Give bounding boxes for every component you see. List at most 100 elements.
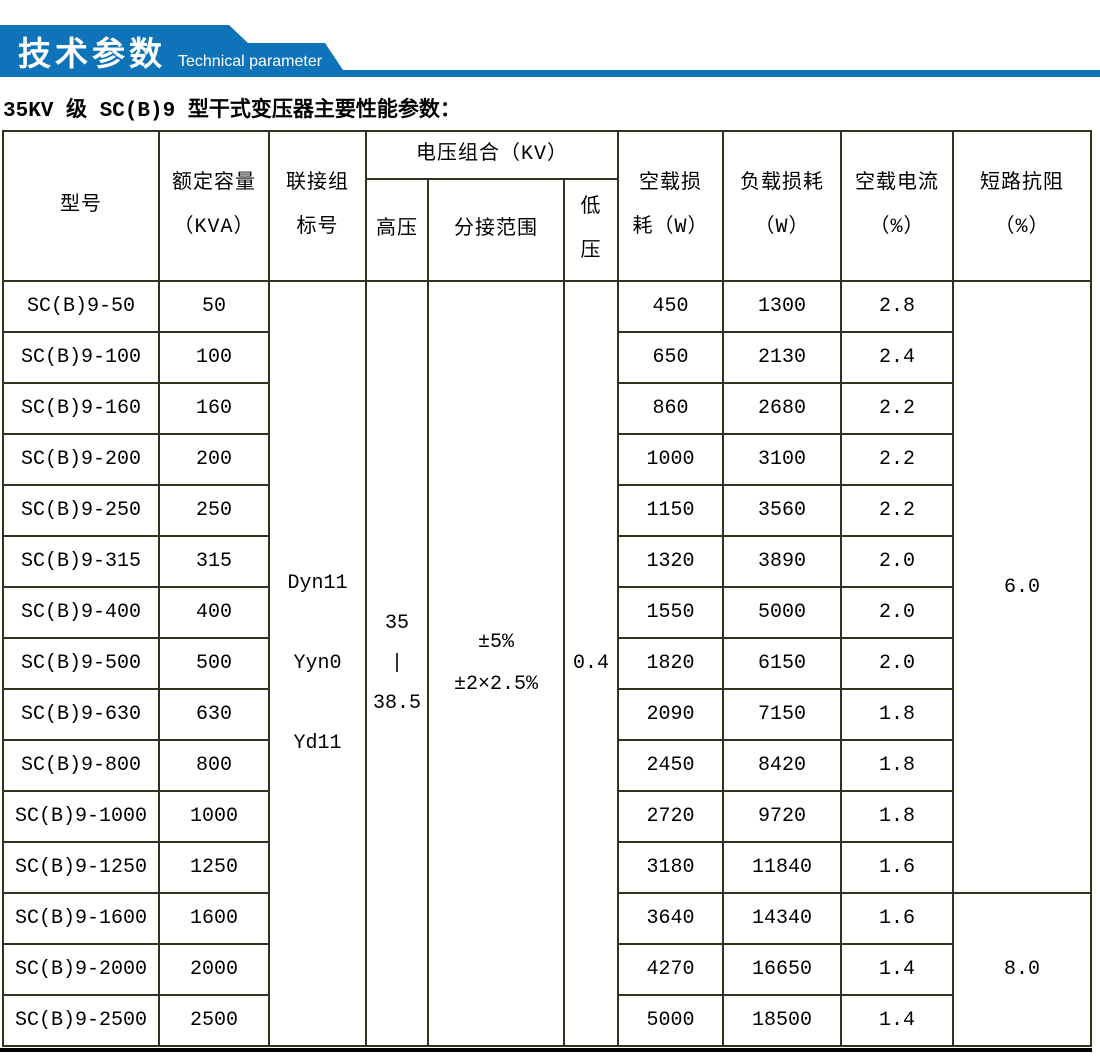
cell-capacity: 50 [158,280,270,333]
bottom-divider [0,1048,1092,1052]
cell-model: SC(B)9-200 [2,433,160,486]
cell-load-loss: 11840 [722,841,843,894]
cell-capacity: 1250 [158,841,270,894]
cell-model: SC(B)9-50 [2,280,160,333]
header-load-loss: 负载损耗 （W） [722,130,843,282]
section-subtitle: Technical parameter [178,53,323,70]
cell-capacity: 315 [158,535,270,588]
cell-no-load-loss: 2450 [617,739,725,792]
cell-no-load-current: 1.8 [840,688,955,741]
cell-capacity: 2500 [158,994,270,1047]
cell-model: SC(B)9-160 [2,382,160,435]
table-row: SC(B)9-1000 1000 2720 9720 1.8 [2,790,1091,843]
cell-capacity: 200 [158,433,270,486]
cell-high-voltage: 35 | 38.5 [365,280,429,1047]
cell-load-loss: 7150 [722,688,843,741]
cell-connection-group: Dyn11 Yyn0 Yd11 [268,280,367,1047]
cell-model: SC(B)9-1000 [2,790,160,843]
table-row: SC(B)9-800 800 2450 8420 1.8 [2,739,1091,792]
cell-no-load-current: 2.2 [840,382,955,435]
header-low-voltage: 低 压 [562,178,620,282]
cell-impedance-8: 8.0 [952,892,1093,1047]
cell-no-load-loss: 2090 [617,688,725,741]
header-connection-group: 联接组 标号 [268,130,367,282]
cell-tap-range: ±5% ±2×2.5% [427,280,565,1047]
cell-no-load-loss: 2720 [617,790,725,843]
cell-load-loss: 18500 [722,994,843,1047]
table-row: SC(B)9-500 500 1820 6150 2.0 [2,637,1091,690]
cell-capacity: 100 [158,331,270,384]
cell-load-loss: 3100 [722,433,843,486]
table-row: SC(B)9-2500 2500 5000 18500 1.4 [2,994,1091,1047]
table-row: SC(B)9-630 630 2090 7150 1.8 [2,688,1091,741]
cell-no-load-loss: 860 [617,382,725,435]
cell-model: SC(B)9-100 [2,331,160,384]
cell-capacity: 160 [158,382,270,435]
cell-no-load-current: 2.4 [840,331,955,384]
cell-no-load-loss: 3180 [617,841,725,894]
cell-no-load-current: 1.4 [840,994,955,1047]
table-row: SC(B)9-160 160 860 2680 2.2 [2,382,1091,435]
cell-no-load-loss: 1000 [617,433,725,486]
cell-no-load-current: 2.0 [840,535,955,588]
table-row: SC(B)9-315 315 1320 3890 2.0 [2,535,1091,588]
table-caption: 35KV 级 SC(B)9 型干式变压器主要性能参数： [3,100,461,123]
cell-no-load-loss: 1150 [617,484,725,537]
cell-model: SC(B)9-630 [2,688,160,741]
cell-model: SC(B)9-1250 [2,841,160,894]
cell-capacity: 400 [158,586,270,639]
cell-load-loss: 2130 [722,331,843,384]
cell-no-load-loss: 650 [617,331,725,384]
cell-capacity: 800 [158,739,270,792]
cell-capacity: 630 [158,688,270,741]
cell-capacity: 500 [158,637,270,690]
cell-no-load-loss: 5000 [617,994,725,1047]
cell-capacity: 2000 [158,943,270,996]
header-short-circuit-impedance: 短路抗阻 （%） [952,130,1093,282]
cell-model: SC(B)9-800 [2,739,160,792]
cell-impedance-6: 6.0 [952,280,1093,894]
cell-no-load-current: 2.0 [840,586,955,639]
cell-no-load-current: 1.4 [840,943,955,996]
cell-capacity: 1600 [158,892,270,945]
cell-capacity: 1000 [158,790,270,843]
cell-model: SC(B)9-250 [2,484,160,537]
cell-no-load-loss: 1820 [617,637,725,690]
section-banner: 技术参数 Technical parameter [0,25,1100,77]
cell-load-loss: 16650 [722,943,843,996]
cell-load-loss: 6150 [722,637,843,690]
cell-capacity: 250 [158,484,270,537]
cell-no-load-loss: 1320 [617,535,725,588]
table-row: SC(B)9-1250 1250 3180 11840 1.6 [2,841,1091,894]
cell-model: SC(B)9-400 [2,586,160,639]
header-tap-range: 分接范围 [427,178,565,282]
cell-load-loss: 9720 [722,790,843,843]
cell-no-load-current: 1.8 [840,790,955,843]
header-no-load-loss: 空载损 耗（W） [617,130,725,282]
table-row: SC(B)9-400 400 1550 5000 2.0 [2,586,1091,639]
spec-table: 型号 额定容量 （KVA） 联接组 标号 电压组合（KV） 空载损 耗（W） 负… [2,130,1093,1047]
cell-no-load-loss: 4270 [617,943,725,996]
table-row: SC(B)9-200 200 1000 3100 2.2 [2,433,1091,486]
cell-no-load-current: 1.8 [840,739,955,792]
cell-low-voltage: 0.4 [562,280,620,1047]
cell-no-load-current: 1.6 [840,841,955,894]
header-rated-capacity: 额定容量 （KVA） [158,130,270,282]
cell-load-loss: 3560 [722,484,843,537]
cell-model: SC(B)9-2000 [2,943,160,996]
table-row: SC(B)9-250 250 1150 3560 2.2 [2,484,1091,537]
cell-load-loss: 3890 [722,535,843,588]
header-no-load-current: 空载电流 （%） [840,130,955,282]
header-row-1: 型号 额定容量 （KVA） 联接组 标号 电压组合（KV） 空载损 耗（W） 负… [2,130,1093,282]
cell-load-loss: 8420 [722,739,843,792]
table-row: SC(B)9-50 50 Dyn11 Yyn0 Yd11 35 | 38.5 ±… [2,280,1093,1047]
cell-no-load-current: 1.6 [840,892,955,945]
cell-no-load-loss: 3640 [617,892,725,945]
cell-load-loss: 5000 [722,586,843,639]
header-model: 型号 [2,130,160,282]
cell-no-load-loss: 450 [617,280,725,333]
table-row: SC(B)9-100 100 650 2130 2.4 [2,331,1091,384]
cell-no-load-loss: 1550 [617,586,725,639]
cell-no-load-current: 2.2 [840,484,955,537]
cell-model: SC(B)9-1600 [2,892,160,945]
